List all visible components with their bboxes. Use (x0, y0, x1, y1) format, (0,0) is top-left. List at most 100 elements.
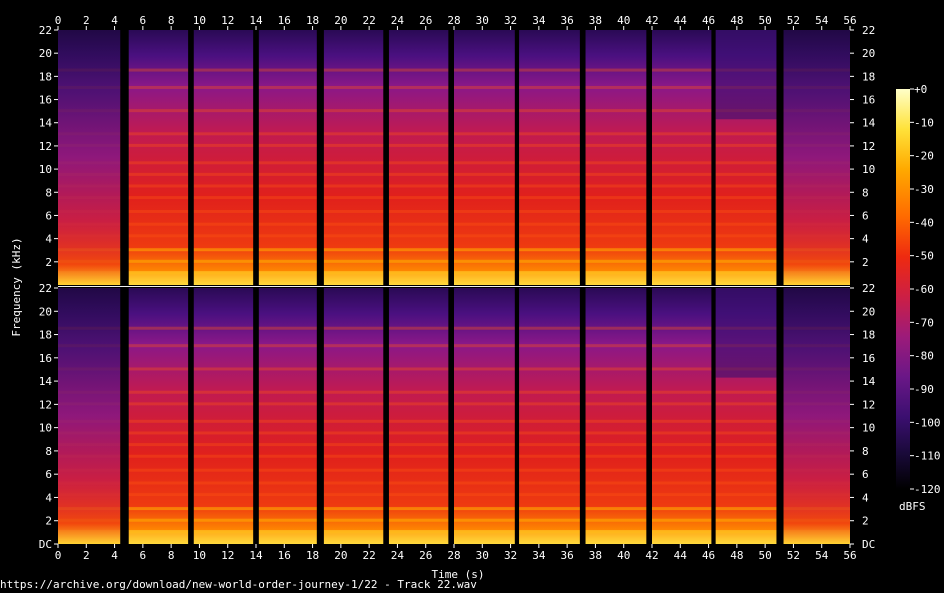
colorbar-tick-label: -90 (914, 383, 934, 396)
y-tick-label: 4 (862, 233, 869, 246)
colorbar-unit-label: dBFS (899, 500, 926, 513)
y-tick-label: 12 (862, 398, 875, 411)
y-tick-label: 8 (862, 445, 869, 458)
silent-gap (776, 288, 784, 544)
y-tick-label: DC (862, 538, 875, 551)
y-tick-label: 8 (862, 186, 869, 199)
y-tick-label: 4 (45, 491, 52, 504)
x-tick-label: 24 (391, 14, 405, 27)
y-tick-label: 12 (862, 140, 875, 153)
x-tick-label: 14 (249, 14, 263, 27)
y-axis-label: Frequency (kHz) (10, 237, 23, 336)
x-tick-label: 56 (843, 549, 856, 562)
x-tick-label: 10 (193, 549, 206, 562)
x-tick-label: 36 (561, 14, 574, 27)
x-tick-label: 40 (617, 549, 630, 562)
x-axis-label: Time (s) (432, 568, 485, 581)
x-tick-label: 8 (168, 14, 175, 27)
silent-gap (711, 288, 716, 544)
y-tick-label: 18 (39, 329, 52, 342)
ch1-intro-section (58, 30, 121, 285)
colorbar-ticks: +0 -10 -20 -30 -40 -50 -60 -70 -80 -90 -100 -110 -12… (910, 83, 941, 496)
x-tick-label: 52 (787, 549, 800, 562)
y-tick-label: 2 (862, 256, 869, 269)
ch2-outro-section (783, 288, 850, 544)
silent-gap (188, 288, 194, 544)
silent-gap (316, 30, 324, 285)
x-tick-label: 18 (306, 549, 319, 562)
silent-gap (448, 288, 454, 544)
silent-gap (383, 288, 389, 544)
y-tick-label: 14 (39, 375, 53, 388)
silent-gap (579, 30, 586, 285)
colorbar-tick-label: -50 (914, 250, 934, 263)
colorbar-tick-label: -30 (914, 183, 934, 196)
x-tick-label: 4 (111, 549, 118, 562)
colorbar-tick-label: -110 (914, 450, 941, 463)
x-tick-label: 32 (504, 549, 517, 562)
y-tick-label: 18 (39, 70, 52, 83)
y-tick-label: 10 (862, 422, 875, 435)
y-tick-label: 20 (39, 305, 52, 318)
ch2-fade-section (715, 288, 777, 378)
silent-gap (253, 30, 259, 285)
y-tick-label: 12 (39, 140, 52, 153)
silent-gap (120, 30, 129, 285)
x-tick-label: 30 (476, 14, 489, 27)
y-tick-label: 10 (39, 422, 52, 435)
y-axis-right: 2 4 6 8 10 12 14 16 18 20 22 DC 2 4 6 8 10 12 14 16 18 20 22 (850, 24, 876, 551)
silent-gap (188, 30, 194, 285)
y-tick-label: 22 (862, 282, 875, 295)
source-url-footer: https://archive.org/download/new-world-o… (0, 578, 477, 591)
x-tick-label: 38 (589, 549, 602, 562)
x-tick-label: 22 (363, 549, 376, 562)
x-tick-label: 46 (702, 14, 715, 27)
x-tick-label: 6 (140, 549, 147, 562)
x-tick-label: 6 (140, 14, 147, 27)
x-tick-label: 0 (55, 549, 62, 562)
x-tick-label: 2 (83, 549, 90, 562)
colorbar-tick-label: -40 (914, 216, 934, 229)
y-tick-label: 18 (862, 70, 875, 83)
y-tick-label: 2 (45, 256, 52, 269)
x-tick-label: 2 (83, 14, 90, 27)
y-tick-label: 12 (39, 398, 52, 411)
x-tick-label: 44 (674, 14, 688, 27)
colorbar-tick-label: -120 (914, 483, 941, 496)
x-tick-label: 38 (589, 14, 602, 27)
y-tick-label: 8 (45, 445, 52, 458)
y-tick-label: 16 (39, 352, 52, 365)
y-tick-label: 16 (39, 94, 52, 107)
x-tick-label: 0 (55, 14, 62, 27)
x-tick-label: 48 (730, 549, 743, 562)
y-tick-label: 20 (39, 47, 52, 60)
colorbar-tick-label: -20 (914, 150, 934, 163)
y-tick-label: 6 (45, 209, 52, 222)
x-tick-label: 48 (730, 14, 743, 27)
silent-gap (711, 30, 716, 285)
x-tick-label: 24 (391, 549, 405, 562)
silent-gap (383, 30, 389, 285)
x-tick-label: 20 (334, 14, 347, 27)
silent-gap (646, 30, 652, 285)
x-tick-label: 34 (532, 549, 546, 562)
ch2-intro-section (58, 288, 121, 544)
silent-gap (579, 288, 586, 544)
x-tick-label: 54 (815, 549, 829, 562)
x-tick-label: 32 (504, 14, 517, 27)
colorbar-tick-label: -100 (914, 416, 941, 429)
silent-gap (646, 288, 652, 544)
x-tick-label: 56 (843, 14, 856, 27)
x-tick-label: 28 (447, 14, 460, 27)
y-tick-label: 10 (862, 163, 875, 176)
colorbar-tick-label: +0 (914, 83, 927, 96)
x-tick-label: 26 (419, 549, 432, 562)
y-tick-label: DC (39, 538, 52, 551)
y-tick-label: 6 (45, 468, 52, 481)
x-tick-label: 42 (645, 14, 658, 27)
x-tick-label: 14 (249, 549, 263, 562)
silent-gap (514, 288, 520, 544)
y-tick-label: 18 (862, 329, 875, 342)
x-tick-label: 28 (447, 549, 460, 562)
